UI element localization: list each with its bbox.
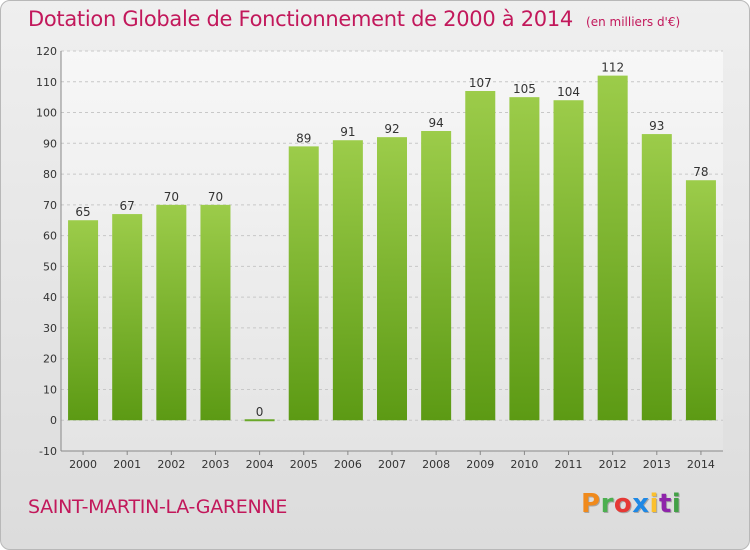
x-tick-label: 2012 (599, 458, 627, 471)
data-label: 65 (75, 205, 90, 219)
bar (68, 220, 99, 421)
data-label: 107 (469, 76, 492, 90)
y-tick-label: 10 (43, 383, 57, 396)
data-label: 112 (601, 61, 624, 75)
bar (288, 146, 319, 421)
x-tick-label: 2001 (113, 458, 141, 471)
bar (332, 140, 363, 421)
data-label: 104 (557, 85, 580, 99)
y-tick-label: 120 (36, 45, 57, 58)
data-label: 94 (428, 116, 443, 130)
x-tick-label: 2003 (201, 458, 229, 471)
bar (200, 204, 231, 421)
logo-letter: r (600, 489, 614, 519)
bar (509, 97, 540, 421)
logo-letter: x (632, 489, 650, 519)
y-tick-label: 60 (43, 230, 57, 243)
data-label: 92 (384, 122, 399, 136)
data-label: 0 (256, 405, 264, 419)
y-tick-label: 0 (50, 414, 57, 427)
y-tick-label: 110 (36, 76, 57, 89)
data-label: 91 (340, 125, 355, 139)
data-label: 70 (208, 190, 223, 204)
chart-title: Dotation Globale de Fonctionnement de 20… (28, 7, 573, 31)
x-tick-label: 2000 (69, 458, 97, 471)
bar (597, 75, 628, 421)
y-tick-label: 80 (43, 168, 57, 181)
bar (112, 214, 143, 421)
y-tick-label: 90 (43, 137, 57, 150)
logo-letter: i (671, 489, 682, 519)
x-tick-label: 2014 (687, 458, 715, 471)
bar (421, 131, 452, 421)
bar (553, 100, 584, 421)
data-label: 93 (649, 119, 664, 133)
y-tick-label: 20 (43, 353, 57, 366)
bar (465, 91, 496, 421)
y-tick-label: 40 (43, 291, 57, 304)
x-tick-label: 2011 (555, 458, 583, 471)
y-tick-label: -10 (39, 445, 57, 458)
y-tick-label: 70 (43, 199, 57, 212)
x-tick-label: 2013 (643, 458, 671, 471)
title-row: Dotation Globale de Fonctionnement de 20… (28, 7, 680, 31)
bar (156, 204, 187, 421)
x-tick-label: 2010 (510, 458, 538, 471)
x-tick-label: 2009 (466, 458, 494, 471)
bar (685, 180, 716, 421)
proxiti-logo[interactable]: Proxiti (581, 489, 681, 519)
x-tick-label: 2008 (422, 458, 450, 471)
bar (641, 134, 672, 421)
y-tick-label: 50 (43, 260, 57, 273)
x-tick-label: 2005 (290, 458, 318, 471)
data-label: 78 (693, 165, 708, 179)
commune-name: SAINT-MARTIN-LA-GARENNE (28, 496, 288, 518)
logo-letter: P (581, 489, 601, 519)
y-tick-label: 100 (36, 107, 57, 120)
x-tick-label: 2007 (378, 458, 406, 471)
x-tick-label: 2002 (157, 458, 185, 471)
logo-letter: t (658, 489, 672, 519)
x-tick-label: 2006 (334, 458, 362, 471)
logo-letter: o (613, 489, 633, 519)
data-label: 105 (513, 82, 536, 96)
data-label: 89 (296, 131, 311, 145)
data-label: 70 (164, 190, 179, 204)
logo-letter: i (649, 489, 659, 519)
y-tick-label: 30 (43, 322, 57, 335)
chart-subtitle: (en milliers d'€) (586, 15, 681, 29)
bar (376, 137, 408, 421)
data-label: 67 (120, 199, 135, 213)
x-tick-label: 2004 (246, 458, 274, 471)
